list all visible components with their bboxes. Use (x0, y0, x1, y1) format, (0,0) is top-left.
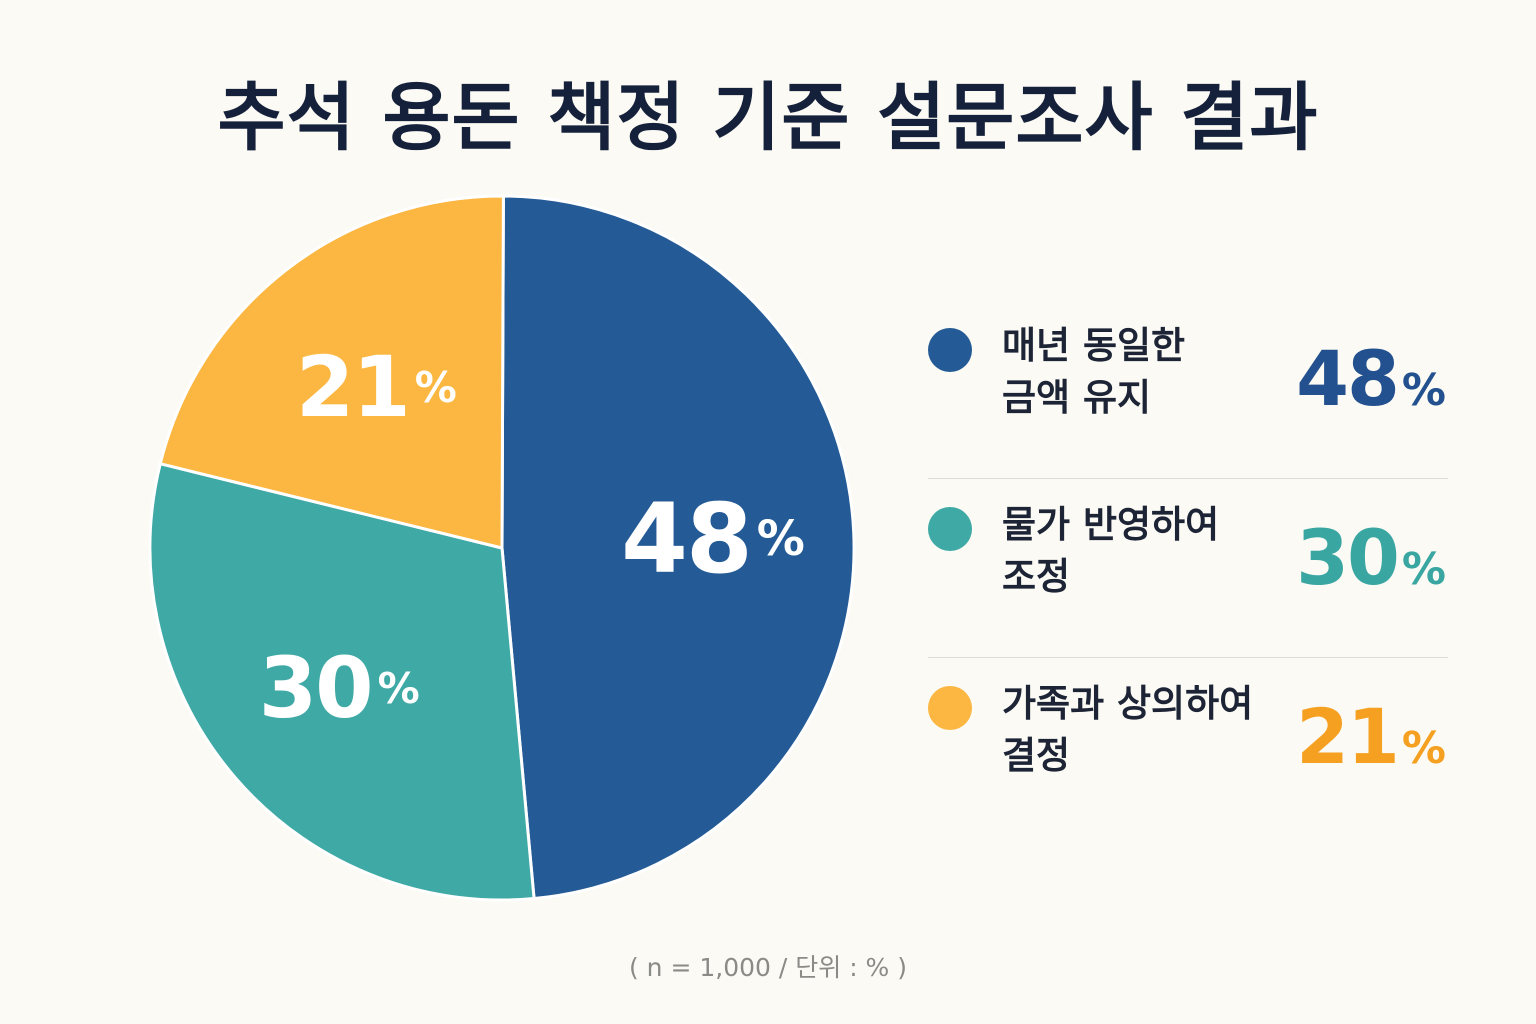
legend: 매년 동일한 금액 유지 48% 물가 반영하여 조정 30% 가족과 상의하여… (928, 300, 1448, 836)
legend-value: 48% (1296, 334, 1446, 423)
pie-slice (500, 194, 856, 901)
legend-value: 30% (1296, 513, 1446, 602)
sample-note: ( n = 1,000 / 단위 : % ) (628, 953, 908, 982)
page-title: 추석 용돈 책정 기준 설문조사 결과 (217, 75, 1319, 161)
legend-swatch (928, 686, 972, 730)
slice-value-label: 48% (621, 483, 805, 595)
slice-value-label: 21% (296, 338, 457, 436)
legend-item: 물가 반영하여 조정 30% (928, 479, 1448, 658)
legend-label: 매년 동일한 금액 유지 (1002, 324, 1186, 419)
pie-slice (158, 194, 505, 550)
legend-swatch (928, 507, 972, 551)
legend-label: 가족과 상의하여 결정 (1002, 682, 1254, 777)
legend-swatch (928, 328, 972, 372)
legend-item: 가족과 상의하여 결정 21% (928, 658, 1448, 836)
slice-value-label: 30% (259, 639, 420, 737)
legend-item: 매년 동일한 금액 유지 48% (928, 300, 1448, 479)
legend-label: 물가 반영하여 조정 (1002, 503, 1220, 598)
legend-value: 21% (1296, 692, 1446, 781)
pie-slice (148, 462, 536, 902)
